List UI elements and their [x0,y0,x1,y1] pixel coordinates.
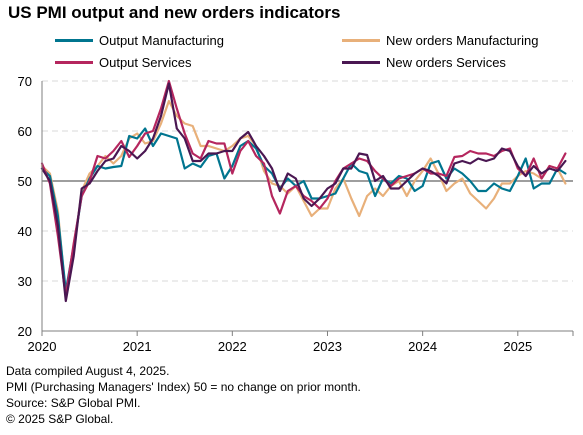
series-line-output-services [40,79,567,298]
legend-item-output-manufacturing: Output Manufacturing [55,32,224,48]
note-data-compiled: Data compiled August 4, 2025. [6,364,170,378]
legend-label-new-orders-manufacturing: New orders Manufacturing [386,32,539,48]
y-tick-label-30: 30 [18,274,32,289]
note-copyright: © 2025 S&P Global. [6,412,114,426]
series-lines [40,79,567,303]
x-tick-label-2024: 2024 [408,339,437,354]
legend-swatch-output-services [55,60,93,64]
x-tick-label-2023: 2023 [313,339,342,354]
legend-swatch-new-orders-services [342,60,380,64]
legend-swatch-new-orders-manufacturing [342,38,380,42]
note-source: Source: S&P Global PMI. [6,396,141,410]
legend-label-new-orders-services: New orders Services [386,54,506,70]
legend-item-new-orders-manufacturing: New orders Manufacturing [342,32,538,48]
y-tick-label-70: 70 [18,74,32,89]
y-tick-label-50: 50 [18,174,32,189]
legend-item-output-services: Output Services [55,54,192,70]
y-tick-label-40: 40 [18,224,32,239]
legend-label-output-manufacturing: Output Manufacturing [99,32,225,48]
x-tick-label-2021: 2021 [123,339,152,354]
x-tick-label-2022: 2022 [218,339,247,354]
axes: 20 30 40 50 60 70 2020 2021 2022 2023 2024 2025 [18,74,574,354]
note-pmi-definition: PMI (Purchasing Managers' Index) 50 = no… [6,380,361,394]
y-tick-label-60: 60 [18,124,32,139]
y-tick-label-20: 20 [18,324,32,339]
legend-label-output-services: Output Services [99,54,192,70]
x-tick-label-2020: 2020 [28,339,57,354]
legend-swatch-output-manufacturing [55,38,93,42]
series-line-new-orders-services [40,82,567,303]
series-line-output-manufacturing [40,127,567,293]
x-tick-label-2025: 2025 [503,339,532,354]
chart-title: US PMI output and new orders indicators [8,3,341,22]
legend-item-new-orders-services: New orders Services [342,54,506,70]
